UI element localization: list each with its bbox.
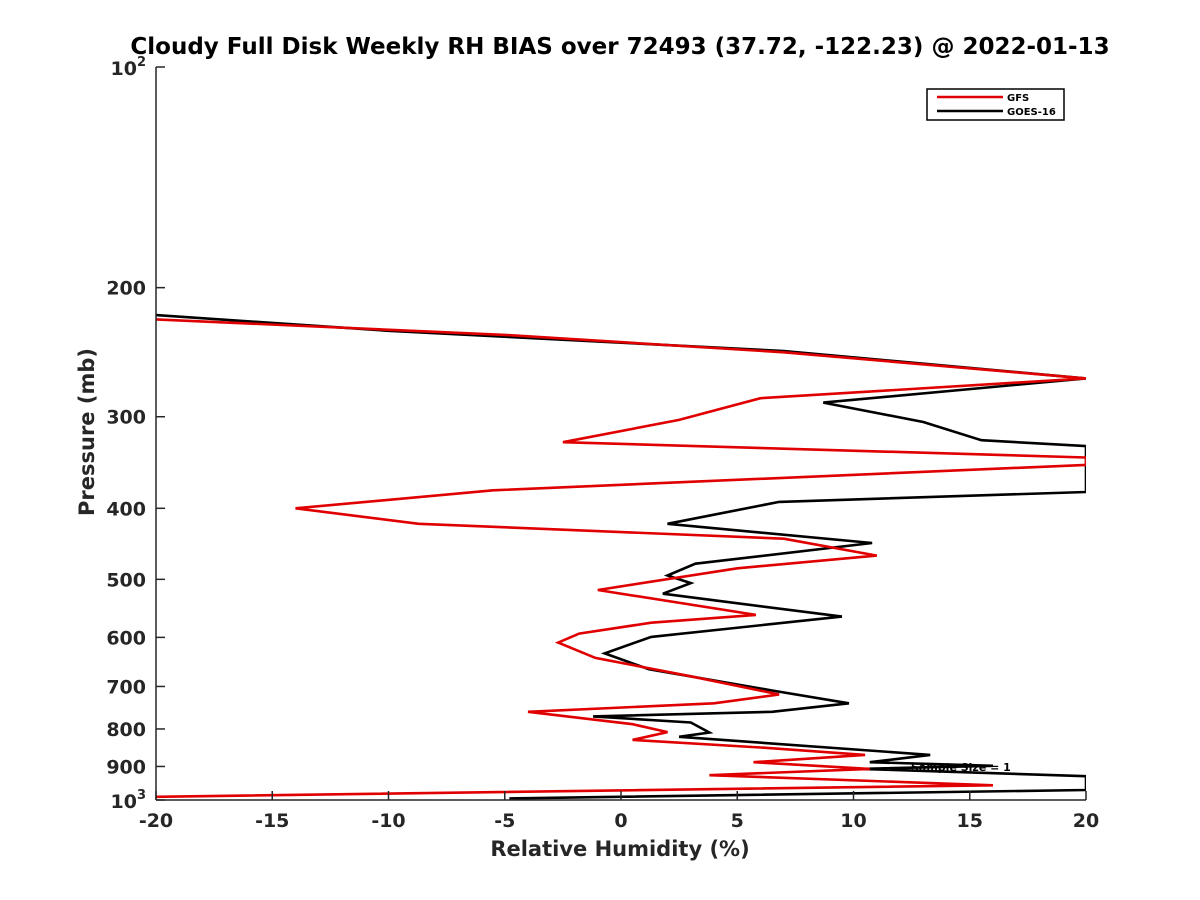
- x-tick-label: -5: [494, 810, 515, 832]
- y-tick-label: 800: [106, 719, 146, 741]
- x-tick-label: 10: [840, 810, 866, 832]
- x-tick-label: 0: [614, 810, 627, 832]
- y-axis-label: Pressure (mb): [75, 348, 99, 516]
- y-tick-label: 300: [106, 407, 146, 429]
- x-tick-label: -15: [255, 810, 289, 832]
- plot-axes: [155, 66, 1087, 801]
- y-tick-label-power: 103: [111, 788, 147, 813]
- y-tick-label: 900: [106, 756, 146, 778]
- y-tick-label: 200: [106, 278, 146, 300]
- legend: GFS GOES-16: [926, 88, 1065, 121]
- y-tick-label: 500: [106, 569, 146, 591]
- chart-title: Cloudy Full Disk Weekly RH BIAS over 724…: [130, 34, 1109, 60]
- y-tick-labels: 200 300 400 500 600 700 800 900 102 103: [106, 55, 146, 813]
- series-line-gfs: [156, 318, 1086, 799]
- legend-label-gfs: GFS: [1007, 93, 1029, 104]
- legend-box: [926, 88, 1065, 121]
- x-tick-label: -20: [139, 810, 173, 832]
- x-tick-labels: -20 -15 -10 -5 0 5 10 15 20: [139, 810, 1099, 832]
- y-tick-label-power: 102: [111, 55, 147, 80]
- y-tick-label: 700: [106, 676, 146, 698]
- x-tick-label: 20: [1073, 810, 1099, 832]
- y-tick-label: 400: [106, 498, 146, 520]
- sample-size-annotation: Sample Size = 1: [911, 761, 1011, 774]
- x-tick-label: 15: [957, 810, 983, 832]
- plot-lines: [156, 313, 1086, 800]
- x-axis-label: Relative Humidity (%): [490, 837, 749, 861]
- series-line-goes16: [156, 313, 1086, 800]
- x-tick-label: -10: [371, 810, 405, 832]
- y-tick-label: 600: [106, 627, 146, 649]
- x-tick-label: 5: [731, 810, 744, 832]
- legend-label-goes16: GOES-16: [1007, 107, 1056, 118]
